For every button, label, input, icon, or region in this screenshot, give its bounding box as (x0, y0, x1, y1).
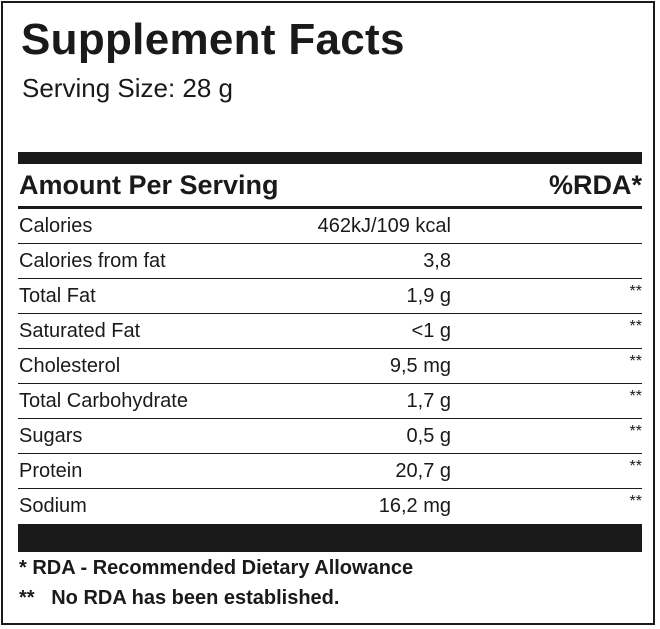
footnote-rda-definition: * RDA - Recommended Dietary Allowance (19, 557, 414, 579)
top-divider-bar (18, 152, 642, 164)
nutrient-amount: <1 g (411, 320, 451, 342)
nutrient-label: Total Fat (19, 285, 96, 307)
table-row: Sugars 0,5 g ** (18, 419, 642, 454)
table-row: Cholesterol 9,5 mg ** (18, 349, 642, 384)
nutrient-label: Calories from fat (19, 250, 166, 272)
page-title: Supplement Facts (21, 15, 405, 64)
nutrient-label: Total Carbohydrate (19, 390, 188, 412)
nutrient-amount: 20,7 g (395, 460, 451, 482)
nutrient-table: Calories 462kJ/109 kcal Calories from fa… (18, 209, 642, 524)
table-row: Total Fat 1,9 g ** (18, 279, 642, 314)
nutrient-rda: ** (629, 388, 642, 405)
nutrient-amount: 16,2 mg (378, 495, 451, 517)
nutrient-amount: 9,5 mg (389, 355, 451, 377)
bottom-divider-bar (18, 524, 642, 552)
footnote-no-rda: ** No RDA has been established. (19, 587, 340, 609)
nutrient-amount: 0,5 g (406, 425, 451, 447)
nutrient-rda: ** (629, 458, 642, 475)
nutrient-amount: 462kJ/109 kcal (317, 215, 451, 237)
table-row: Sodium 16,2 mg ** (18, 489, 642, 524)
amount-per-serving-header: Amount Per Serving (19, 170, 279, 200)
header-divider (18, 206, 642, 209)
nutrient-label: Cholesterol (19, 355, 121, 377)
nutrient-label: Protein (19, 460, 83, 482)
nutrient-rda: ** (629, 493, 642, 510)
nutrient-label: Calories (19, 215, 93, 237)
table-row: Saturated Fat <1 g ** (18, 314, 642, 349)
nutrient-rda: ** (629, 423, 642, 440)
table-row: Total Carbohydrate 1,7 g ** (18, 384, 642, 419)
nutrient-rda: ** (629, 353, 642, 370)
table-row: Calories from fat 3,8 (18, 244, 642, 279)
rda-header: %RDA* (548, 170, 642, 200)
nutrient-label: Sugars (19, 425, 83, 447)
nutrient-amount: 1,9 g (406, 285, 451, 307)
nutrient-amount: 1,7 g (406, 390, 451, 412)
table-row: Calories 462kJ/109 kcal (18, 209, 642, 244)
nutrient-amount: 3,8 (423, 250, 451, 272)
nutrient-label: Saturated Fat (19, 320, 141, 342)
table-row: Protein 20,7 g ** (18, 454, 642, 489)
nutrient-label: Sodium (19, 495, 87, 517)
serving-size: Serving Size: 28 g (22, 73, 234, 103)
nutrient-rda: ** (629, 318, 642, 335)
nutrient-rda: ** (629, 283, 642, 300)
